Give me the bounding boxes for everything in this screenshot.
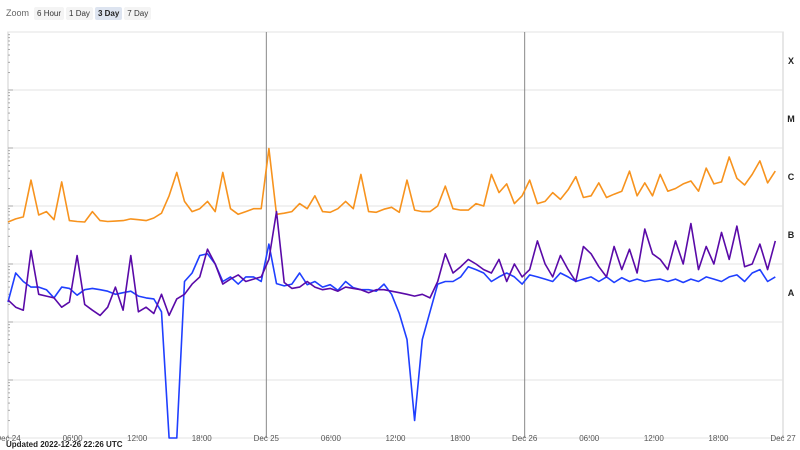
zoom-label: Zoom <box>6 8 30 18</box>
updated-timestamp: Updated 2022-12-26 22:26 UTC <box>6 440 123 449</box>
zoom-6-hour-button[interactable]: 6 Hour <box>34 6 65 20</box>
series-line-purple <box>7 210 777 317</box>
x-tick-label: 12:00 <box>127 434 148 443</box>
flare-class-label-m: M <box>787 114 795 124</box>
x-tick-label: 12:00 <box>385 434 406 443</box>
series-line-orange <box>7 147 776 223</box>
plot-frame <box>7 31 784 439</box>
flare-class-label-c: C <box>788 172 795 182</box>
zoom-bar: Zoom 6 Hour 1 Day 3 Day 7 Day <box>6 5 152 21</box>
x-tick-label: 06:00 <box>579 434 600 443</box>
x-tick-label: 12:00 <box>644 434 665 443</box>
flare-class-label-b: B <box>788 230 795 240</box>
series-line-blue <box>7 243 776 439</box>
x-tick-label: 06:00 <box>321 434 342 443</box>
zoom-7-day-button[interactable]: 7 Day <box>124 6 152 20</box>
x-tick-label: Dec 27 <box>770 434 796 443</box>
x-tick-label: 06:00 <box>63 434 84 443</box>
x-tick-label: 18:00 <box>192 434 213 443</box>
x-tick-label: 18:00 <box>450 434 471 443</box>
flare-class-label-a: A <box>788 288 795 298</box>
zoom-1-day-button[interactable]: 1 Day <box>66 6 93 20</box>
zoom-3-day-button[interactable]: 3 Day <box>94 6 123 20</box>
x-tick-label: Dec 26 <box>512 434 538 443</box>
flare-class-label-x: X <box>788 56 794 66</box>
x-tick-label: 18:00 <box>708 434 729 443</box>
x-tick-label: Dec 24 <box>0 434 21 443</box>
x-tick-label: Dec 25 <box>254 434 280 443</box>
